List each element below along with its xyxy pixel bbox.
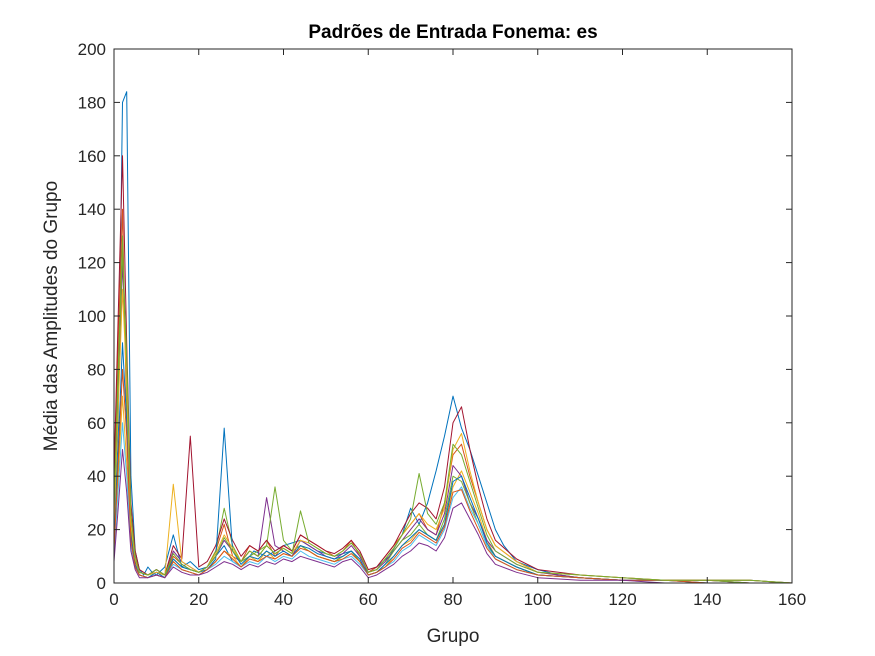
y-tick-label: 60: [87, 414, 106, 433]
y-tick-label: 100: [78, 307, 106, 326]
series-line-12: [113, 248, 793, 584]
chart-title: Padrões de Entrada Fonema: es: [308, 22, 597, 43]
y-tick-label: 40: [87, 467, 106, 486]
y-tick-label: 180: [78, 93, 106, 112]
plot-area-background: [114, 49, 792, 583]
y-axis-label: Média das Amplitudes do Grupo: [41, 181, 62, 451]
x-tick-label: 20: [189, 590, 208, 609]
y-tick-label: 20: [87, 521, 106, 540]
y-tick-label: 200: [78, 40, 106, 59]
y-tick-label: 120: [78, 254, 106, 273]
x-tick-label: 0: [109, 590, 118, 609]
x-tick-label: 140: [693, 590, 721, 609]
x-tick-label: 40: [274, 590, 293, 609]
y-tick-label: 0: [97, 574, 106, 593]
series-layer: [113, 91, 793, 584]
axes-layer: 0 20 40 60 80 100 120 140 160 0 20 40 60 80 100 120 140 1…: [78, 40, 807, 609]
y-tick-label: 140: [78, 200, 106, 219]
x-axis-label: Grupo: [427, 626, 480, 647]
y-tick-label: 80: [87, 360, 106, 379]
x-tick-label: 80: [444, 590, 463, 609]
x-tick-label: 120: [608, 590, 636, 609]
x-tick-label: 100: [524, 590, 552, 609]
series-line-11: [113, 449, 792, 584]
x-tick-label: 60: [359, 590, 378, 609]
series-line-7: [113, 155, 793, 584]
y-tick-label: 160: [78, 147, 106, 166]
x-tick-label: 160: [778, 590, 806, 609]
series-line-9: [113, 368, 792, 584]
